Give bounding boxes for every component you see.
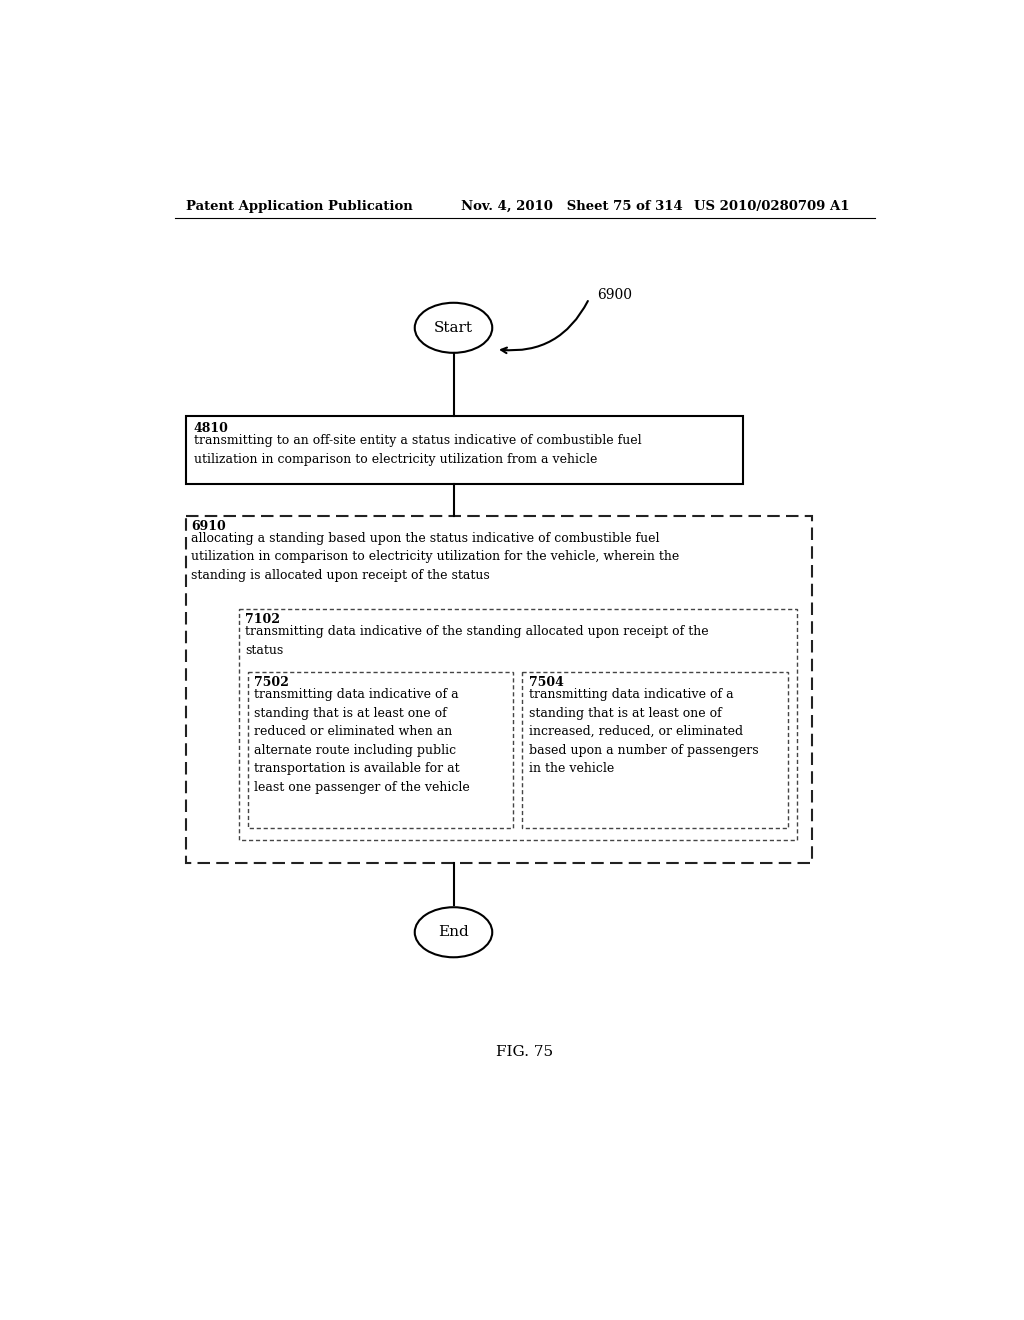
Text: 6910: 6910 bbox=[190, 520, 225, 533]
Text: transmitting to an off-site entity a status indicative of combustible fuel
utili: transmitting to an off-site entity a sta… bbox=[194, 434, 641, 466]
Text: End: End bbox=[438, 925, 469, 940]
Bar bbox=[186, 416, 742, 484]
Text: US 2010/0280709 A1: US 2010/0280709 A1 bbox=[693, 199, 849, 213]
Bar bbox=[248, 672, 513, 828]
Text: transmitting data indicative of a
standing that is at least one of
increased, re: transmitting data indicative of a standi… bbox=[528, 688, 759, 775]
Text: 7102: 7102 bbox=[245, 612, 280, 626]
Text: 4810: 4810 bbox=[194, 422, 228, 434]
Text: 6900: 6900 bbox=[597, 288, 632, 302]
Text: Patent Application Publication: Patent Application Publication bbox=[186, 199, 413, 213]
Text: Nov. 4, 2010   Sheet 75 of 314: Nov. 4, 2010 Sheet 75 of 314 bbox=[461, 199, 683, 213]
Text: 7502: 7502 bbox=[254, 676, 289, 689]
Text: Start: Start bbox=[434, 321, 473, 335]
Text: allocating a standing based upon the status indicative of combustible fuel
utili: allocating a standing based upon the sta… bbox=[190, 532, 679, 582]
Text: 7504: 7504 bbox=[528, 676, 563, 689]
Bar bbox=[186, 516, 812, 863]
Bar bbox=[522, 672, 787, 828]
Text: FIG. 75: FIG. 75 bbox=[497, 1044, 553, 1059]
Bar bbox=[239, 609, 797, 840]
Text: transmitting data indicative of a
standing that is at least one of
reduced or el: transmitting data indicative of a standi… bbox=[254, 688, 470, 793]
Text: transmitting data indicative of the standing allocated upon receipt of the
statu: transmitting data indicative of the stan… bbox=[245, 626, 709, 656]
